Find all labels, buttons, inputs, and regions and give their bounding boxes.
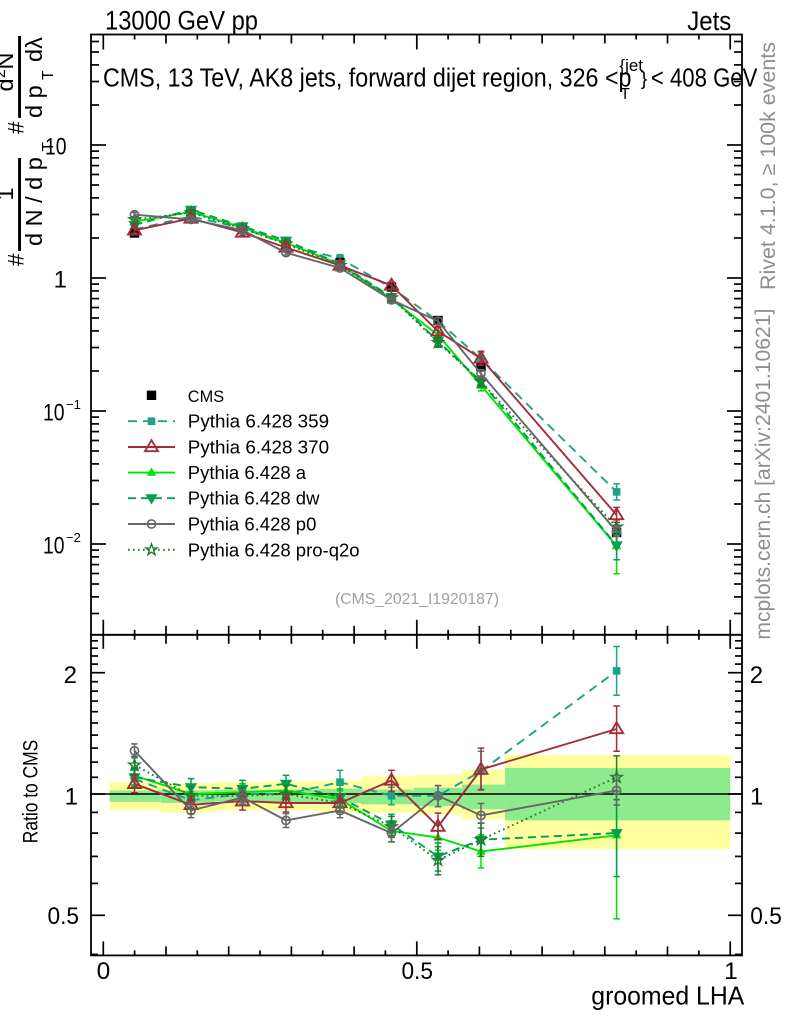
svg-text:0.5: 0.5 <box>48 903 80 930</box>
svg-text:Pythia 6.428 370: Pythia 6.428 370 <box>188 437 329 458</box>
svg-text:2: 2 <box>64 662 77 689</box>
svg-text:CMS: CMS <box>188 388 224 406</box>
svg-text:0.5: 0.5 <box>401 958 433 985</box>
svg-text:d p: d p <box>21 85 47 118</box>
svg-text:13000 GeV pp: 13000 GeV pp <box>105 6 258 36</box>
svg-text:0: 0 <box>97 958 111 985</box>
svg-text:Jets: Jets <box>687 6 731 36</box>
svg-text:Ratio to CMS: Ratio to CMS <box>20 740 43 844</box>
svg-text:(CMS_2021_I1920187): (CMS_2021_I1920187) <box>335 591 499 608</box>
svg-text:T: T <box>40 70 57 80</box>
svg-text:Pythia 6.428 dw: Pythia 6.428 dw <box>188 488 320 509</box>
svg-text:Rivet 4.1.0, ≥ 100k events: Rivet 4.1.0, ≥ 100k events <box>757 42 780 290</box>
svg-text:Pythia 6.428 pro-q2o: Pythia 6.428 pro-q2o <box>188 539 360 560</box>
svg-text:< 408 GeV: < 408 GeV <box>651 65 758 93</box>
svg-text:#: # <box>4 253 29 266</box>
svg-text:1: 1 <box>54 267 67 294</box>
svg-text:Pythia 6.428 a: Pythia 6.428 a <box>188 462 307 483</box>
svg-text:−2: −2 <box>66 530 81 545</box>
svg-text:N: N <box>0 53 18 70</box>
svg-text:dλ: dλ <box>21 37 47 62</box>
svg-text:1: 1 <box>65 784 78 811</box>
svg-text:2: 2 <box>750 662 763 689</box>
svg-text:10: 10 <box>43 533 65 560</box>
svg-text:0.5: 0.5 <box>750 903 782 930</box>
svg-text:1: 1 <box>724 958 738 985</box>
svg-text:T: T <box>40 142 57 152</box>
svg-text:d: d <box>0 78 18 91</box>
svg-text:T: T <box>620 86 630 103</box>
svg-text:#: # <box>4 121 29 134</box>
svg-text:2: 2 <box>0 69 9 78</box>
svg-text:Pythia 6.428 p0: Pythia 6.428 p0 <box>188 514 317 535</box>
svg-text:mcplots.cern.ch [arXiv:2401.10: mcplots.cern.ch [arXiv:2401.10621] <box>752 309 775 640</box>
svg-text:1: 1 <box>0 187 18 200</box>
svg-text:{jet: {jet <box>619 56 643 75</box>
svg-text:−1: −1 <box>66 397 81 412</box>
svg-text:CMS, 13 TeV, AK8 jets, forward: CMS, 13 TeV, AK8 jets, forward dijet reg… <box>103 65 632 93</box>
svg-text:1: 1 <box>750 784 763 811</box>
svg-text:10: 10 <box>43 400 65 427</box>
svg-text:10: 10 <box>45 134 67 161</box>
svg-text:Pythia 6.428 359: Pythia 6.428 359 <box>188 411 329 432</box>
svg-text:groomed LHA: groomed LHA <box>591 981 745 1011</box>
svg-text:}: } <box>641 68 648 90</box>
svg-text:d N / d p: d N / d p <box>21 157 47 246</box>
